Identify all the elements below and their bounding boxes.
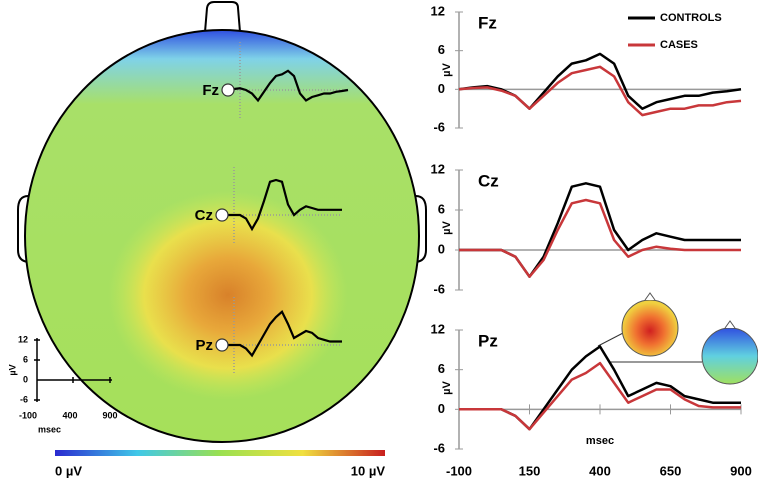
site-waveform [227, 69, 349, 103]
y-tick-label: 6 [438, 361, 445, 376]
y-tick-label: 12 [431, 321, 445, 336]
y-tick-label: -6 [433, 440, 445, 455]
legend-label: CONTROLS [660, 12, 722, 24]
series-line [459, 198, 741, 278]
inset-heads [597, 292, 758, 385]
scale-y-tick: 6 [23, 354, 28, 364]
x-tick-label: 400 [589, 463, 611, 478]
scale-y-label: µV [7, 364, 17, 375]
electrode-label: Fz [202, 82, 219, 99]
colorbar-min: 0 µV [55, 463, 82, 478]
y-tick-label: 0 [438, 81, 445, 96]
y-tick-label: 0 [438, 401, 445, 416]
series-line [459, 361, 741, 431]
y-tick-label: -6 [433, 119, 445, 134]
electrode-label: Cz [195, 207, 213, 224]
y-tick-label: 6 [438, 201, 445, 216]
chart-title: Cz [478, 171, 499, 190]
electrode [215, 338, 229, 352]
site-waveform [222, 178, 342, 232]
x-tick-label: 650 [660, 463, 682, 478]
series-line [458, 52, 742, 110]
legend-label: CASES [660, 39, 698, 51]
y-tick-label: 12 [431, 161, 445, 176]
series-line [459, 345, 741, 431]
scale [34, 338, 112, 402]
scale-y-tick: 0 [23, 374, 28, 384]
x-axis-label: msec [586, 435, 614, 447]
colorbar [55, 450, 385, 456]
scale-x-label: msec [38, 424, 61, 434]
series-line [459, 182, 741, 278]
y-tick-label: -6 [433, 281, 445, 296]
colorbar-max: 10 µV [351, 463, 386, 478]
x-tick-label: 900 [730, 463, 752, 478]
electrode [221, 83, 235, 97]
electrode [215, 208, 229, 222]
x-tick-label: -100 [446, 463, 472, 478]
scale-y-tick: 12 [18, 334, 28, 344]
chart-title: Fz [478, 13, 497, 32]
x-tick-label: 150 [519, 463, 541, 478]
y-axis-label: µV [441, 381, 453, 395]
y-tick-label: 12 [431, 3, 445, 18]
scale-x-tick: 900 [102, 410, 117, 420]
scale-y-tick: -6 [20, 394, 28, 404]
y-tick-label: 6 [438, 42, 445, 57]
chart-title: Pz [478, 331, 498, 350]
head [17, 1, 427, 443]
y-axis-label: µV [441, 63, 453, 77]
scale-x-tick: 400 [62, 410, 77, 420]
series-line [458, 65, 742, 117]
site-waveform [222, 310, 342, 358]
scale-x-tick: -100 [19, 410, 37, 420]
y-tick-label: 0 [438, 241, 445, 256]
y-axis-label: µV [441, 221, 453, 235]
electrode-label: Pz [195, 337, 213, 354]
